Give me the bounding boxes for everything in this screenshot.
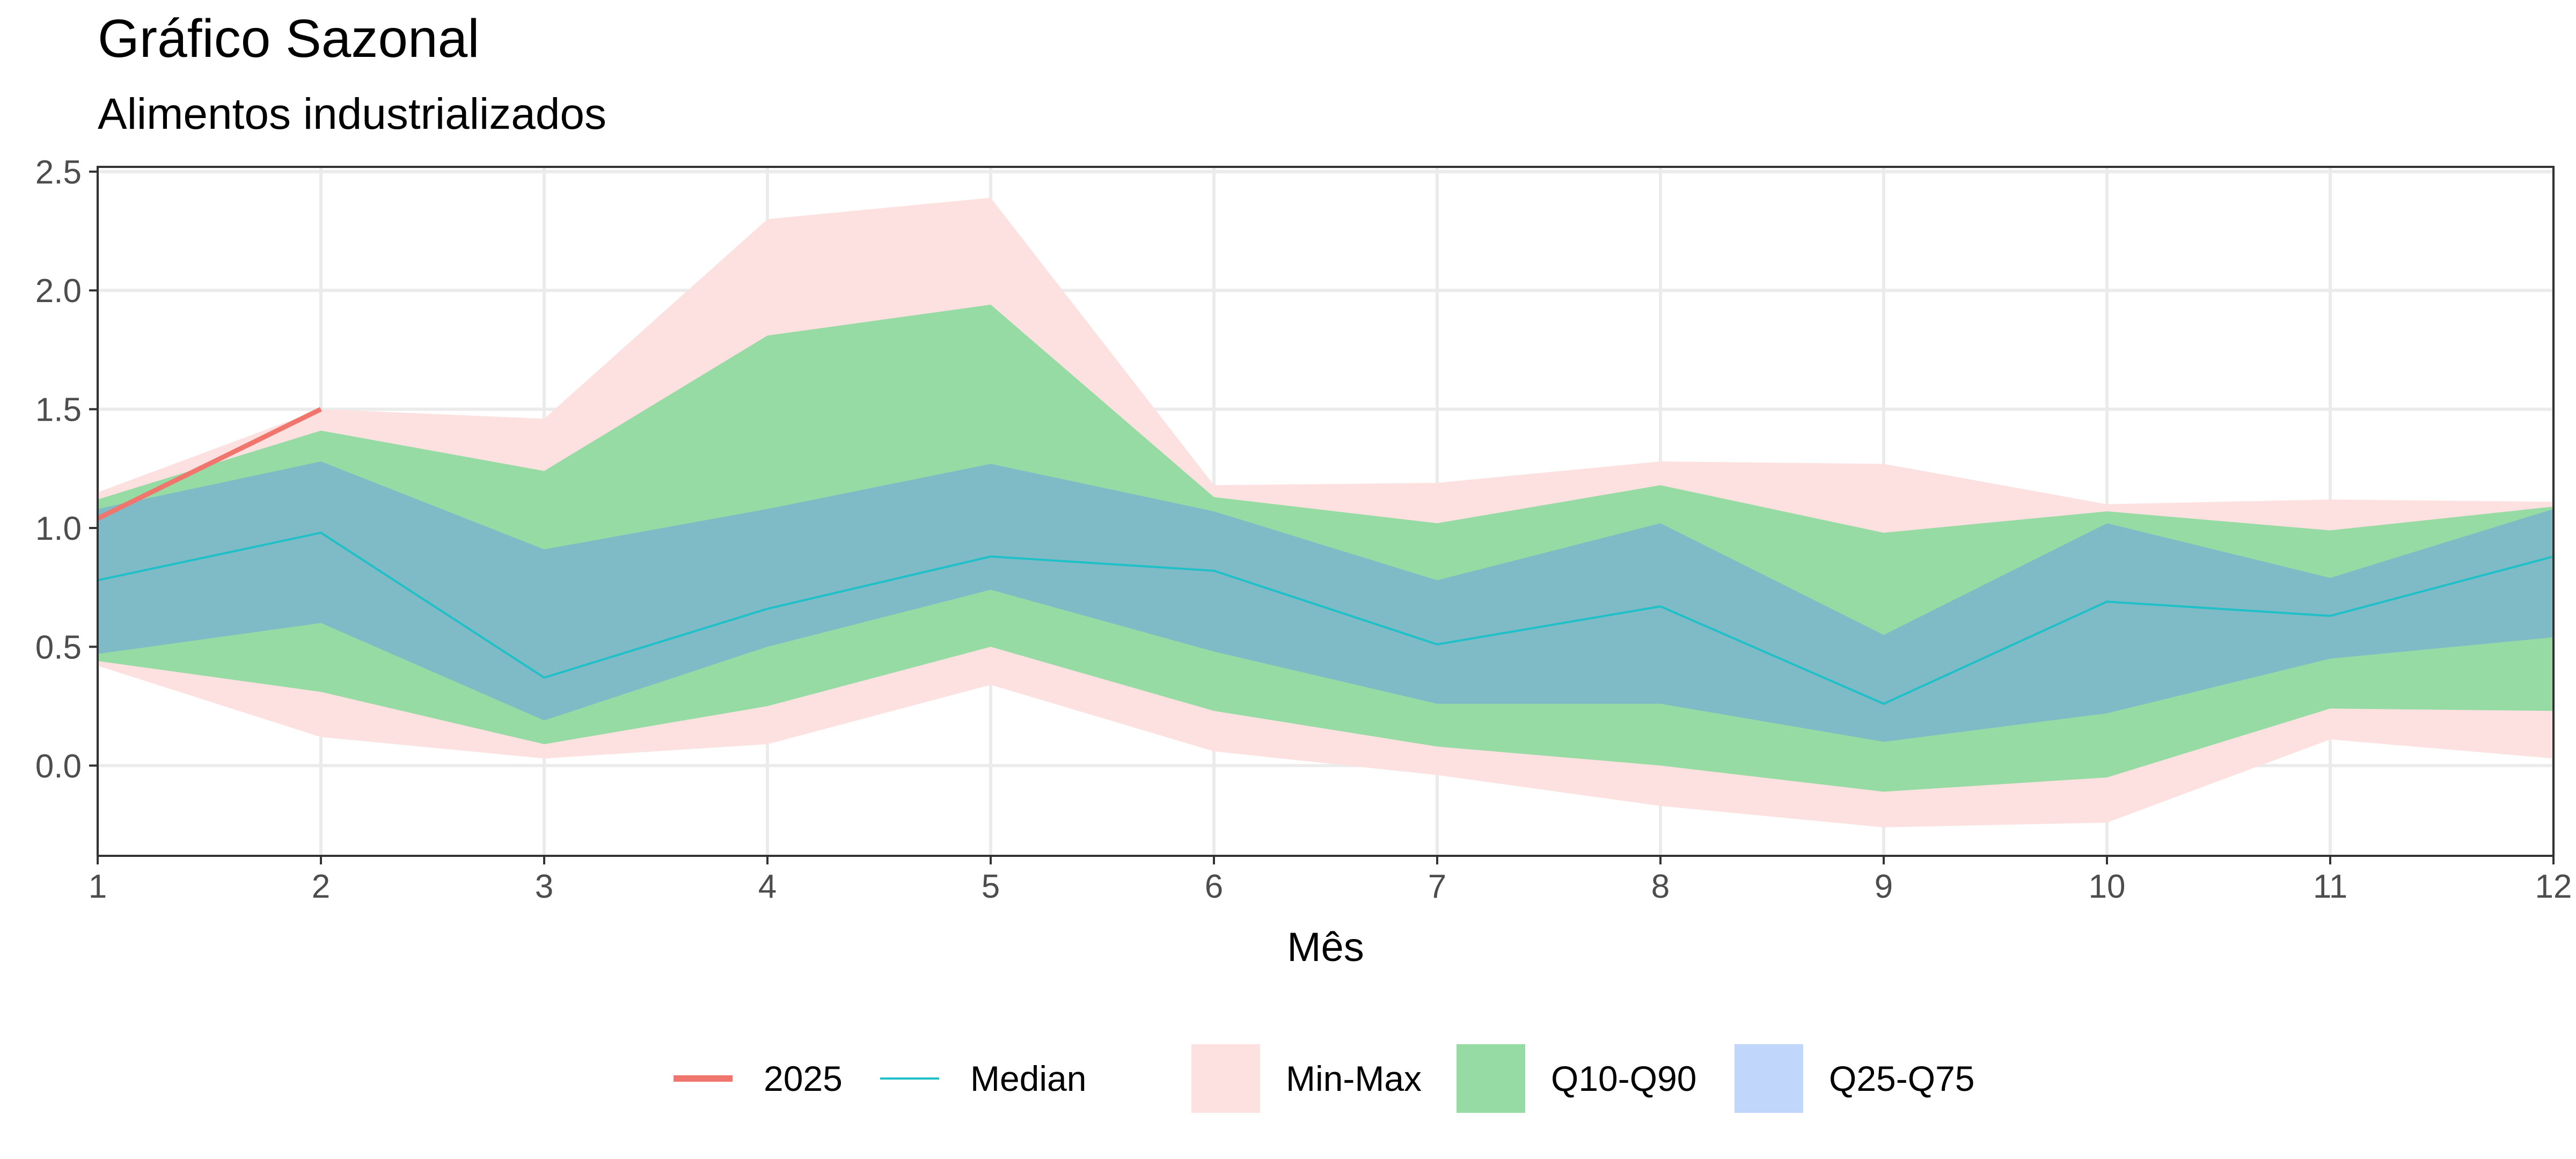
y-tick-label: 2.0 <box>35 273 82 310</box>
x-tick-label: 4 <box>758 868 777 905</box>
band-areas <box>98 197 2553 827</box>
x-tick-label: 7 <box>1428 868 1446 905</box>
legend-label: 2025 <box>764 1059 843 1098</box>
axis-ticks: 0.00.51.01.52.02.51 2 3 4 5 6 7 8 9 10 11 12 <box>35 154 2572 905</box>
series-line-median <box>97 531 2554 705</box>
legend: 2025 Median Min-Max Q10-Q90 Q25-Q75 <box>674 1044 1974 1113</box>
x-tick-label: 2 <box>312 868 330 905</box>
y-tick-label: 2.5 <box>35 154 82 191</box>
x-tick-label: 8 <box>1651 868 1670 905</box>
y-tick-label: 0.5 <box>35 629 82 666</box>
x-tick-label: 5 <box>982 868 1000 905</box>
x-tick-label: 11 <box>2313 868 2347 905</box>
legend-key-q25-q75 <box>1735 1044 1803 1113</box>
band-q25-q75 <box>98 461 2553 742</box>
chart-title: Gráfico Sazonal <box>98 9 479 69</box>
legend-label: Median <box>970 1059 1086 1098</box>
x-tick-label: 6 <box>1205 868 1223 905</box>
legend-label: Q25-Q75 <box>1829 1059 1974 1098</box>
legend-key-min-max <box>1191 1044 1260 1113</box>
y-tick-label: 1.5 <box>35 392 82 429</box>
legend-key-q10-q90 <box>1457 1044 1525 1113</box>
plot-border <box>97 166 2555 857</box>
x-tick-label: 10 <box>2089 868 2126 905</box>
x-tick-label: 12 <box>2535 868 2572 905</box>
legend-label: Min-Max <box>1286 1059 1422 1098</box>
x-tick-label: 3 <box>535 868 553 905</box>
y-tick-label: 1.0 <box>35 510 82 547</box>
legend-label: Q10-Q90 <box>1551 1059 1696 1098</box>
y-tick-label: 0.0 <box>35 748 82 785</box>
x-tick-label: 1 <box>89 868 107 905</box>
x-tick-label: 9 <box>1875 868 1893 905</box>
x-axis-title: Mês <box>1287 925 1364 970</box>
series-lines <box>97 407 2554 705</box>
series-line-2025 <box>97 407 322 521</box>
chart-subtitle: Alimentos industrializados <box>98 90 606 138</box>
